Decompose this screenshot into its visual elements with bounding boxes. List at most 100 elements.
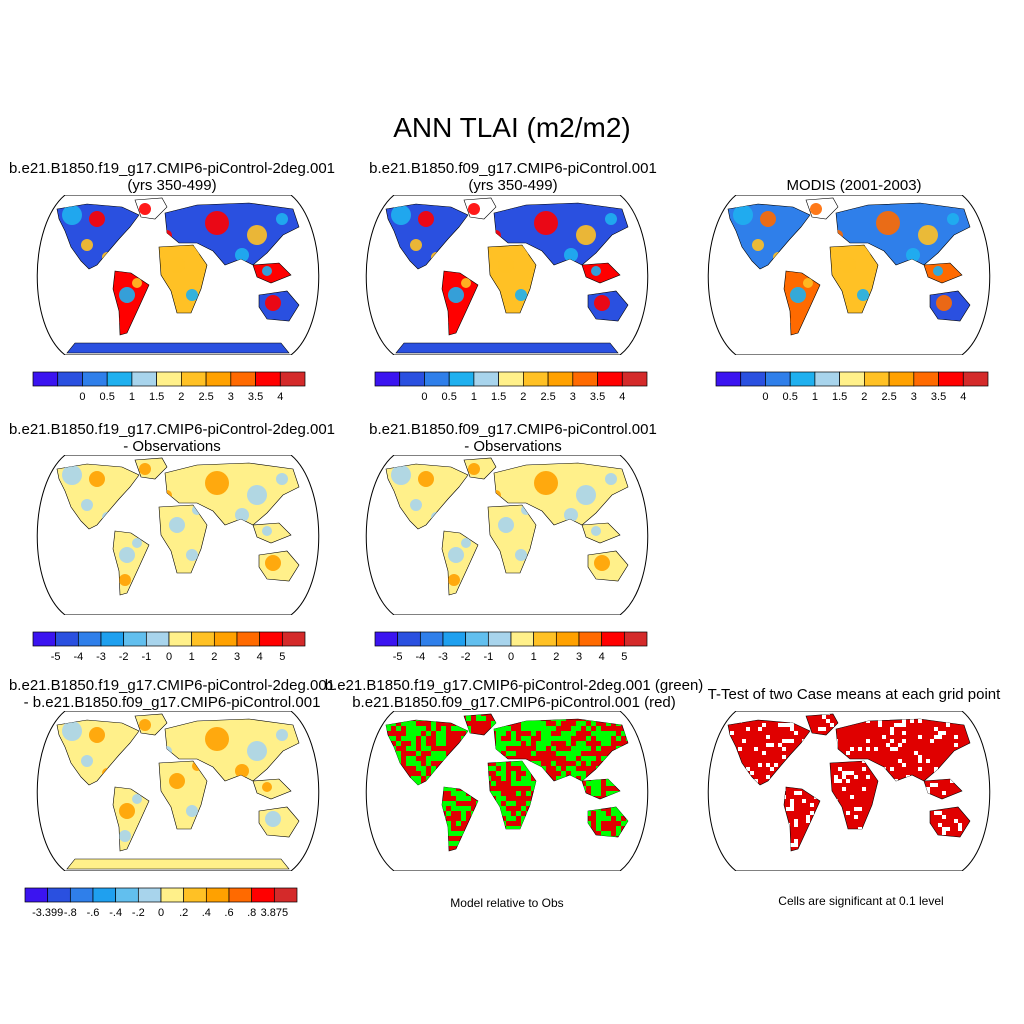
colorbar-tick-label: 3: [234, 651, 240, 663]
grid-cell: [990, 791, 994, 795]
grid-cell: [576, 726, 581, 731]
grid-cell: [426, 761, 431, 766]
colorbar-case1-minus-obs: -5 -4 -3 -2 -1 0 1 2 3 4 5: [32, 631, 306, 663]
grid-cell: [938, 823, 942, 827]
grid-cell: [656, 866, 658, 871]
grid-cell: [910, 719, 914, 723]
grid-cell: [798, 791, 802, 795]
grid-cell: [561, 771, 566, 776]
grid-cell: [511, 751, 516, 756]
grid-cell: [411, 746, 416, 751]
grid-cell: [521, 816, 526, 821]
grid-cell: [596, 791, 601, 796]
diff-patch: [247, 485, 267, 505]
grid-cell: [516, 791, 521, 796]
grid-cell: [611, 806, 616, 811]
grid-cell: [794, 843, 798, 847]
grid-cell: [571, 726, 576, 731]
grid-cell: [531, 726, 536, 731]
map-case1-minus-case2: [36, 711, 320, 871]
colorbar-tick-label: 3.5: [931, 391, 946, 403]
diff-patch: [235, 764, 249, 778]
map-ttest-significance: [707, 711, 994, 871]
colorbar-tick-label: 2: [178, 391, 184, 403]
grid-cell: [611, 791, 616, 796]
grid-cell: [842, 787, 846, 791]
grid-cell: [491, 781, 496, 786]
grid-cell: [371, 711, 376, 716]
colorbar-tick-label: 1.5: [491, 391, 506, 403]
grid-cell: [646, 826, 651, 831]
grid-cell: [526, 771, 531, 776]
grid-cell: [838, 779, 842, 783]
colorbar-swatch: [100, 631, 125, 647]
colorbar-swatch: [814, 371, 840, 387]
grid-cell: [934, 783, 938, 787]
grid-cell: [651, 851, 656, 856]
grid-cell: [501, 761, 506, 766]
grid-cell: [656, 761, 658, 766]
land-southeast-asia: [252, 262, 292, 284]
colorbar-swatch: [601, 631, 625, 647]
grid-cell: [551, 761, 556, 766]
colorbar-swatch: [399, 371, 425, 387]
grid-cell: [431, 756, 436, 761]
colorbar-obs: 0 0.5 1 1.5 2 2.5 3 3.5 4: [715, 371, 989, 403]
grid-cell: [411, 761, 416, 766]
grid-cell: [898, 743, 902, 747]
lai-patch: [498, 257, 514, 273]
grid-cell: [886, 743, 890, 747]
lai-patch: [247, 225, 267, 245]
grid-cell: [456, 821, 461, 826]
grid-cell: [878, 719, 882, 723]
grid-cell: [441, 741, 446, 746]
grid-cell: [898, 723, 902, 727]
grid-cell: [511, 741, 516, 746]
grid-cell: [456, 841, 461, 846]
grid-cell: [566, 751, 571, 756]
grid-cell: [436, 731, 441, 736]
lai-patch: [391, 205, 411, 225]
colorbar-swatch: [106, 371, 133, 387]
grid-cell: [656, 821, 658, 826]
grid-cell: [501, 741, 506, 746]
grid-cell: [990, 867, 994, 871]
grid-cell: [576, 771, 581, 776]
grid-cell: [411, 756, 416, 761]
grid-cell: [656, 721, 658, 726]
lai-patch: [132, 278, 142, 288]
grid-cell: [451, 801, 456, 806]
colorbar-swatch: [57, 371, 83, 387]
grid-cell: [621, 731, 626, 736]
grid-cell: [361, 856, 366, 861]
colorbar-swatch: [623, 631, 648, 647]
grid-cell: [526, 781, 531, 786]
grid-cell: [396, 756, 401, 761]
grid-cell: [926, 791, 930, 795]
grid-cell: [496, 761, 501, 766]
grid-cell: [356, 726, 361, 731]
diff-patch: [276, 729, 288, 741]
grid-cell: [636, 716, 641, 721]
colorbar-tick-label: 2: [211, 651, 217, 663]
diff-patch: [205, 727, 229, 751]
grid-cell: [416, 751, 421, 756]
diff-patch: [262, 526, 272, 536]
grid-cell: [591, 786, 596, 791]
lai-patch: [62, 205, 82, 225]
colorbar-swatch: [864, 371, 890, 387]
grid-cell: [456, 831, 461, 836]
grid-cell: [766, 775, 770, 779]
colorbar-tick-label: 0: [421, 391, 427, 403]
grid-cell: [461, 816, 466, 821]
grid-cell: [436, 756, 441, 761]
lai-patch: [205, 211, 229, 235]
grid-cell: [456, 806, 461, 811]
grid-cell: [436, 751, 441, 756]
diff-patch: [265, 811, 281, 827]
grid-cell: [862, 767, 866, 771]
grid-cell: [758, 727, 762, 731]
colorbar-tick-label: 1: [531, 651, 537, 663]
grid-cell: [361, 731, 366, 736]
grid-cell: [581, 776, 586, 781]
